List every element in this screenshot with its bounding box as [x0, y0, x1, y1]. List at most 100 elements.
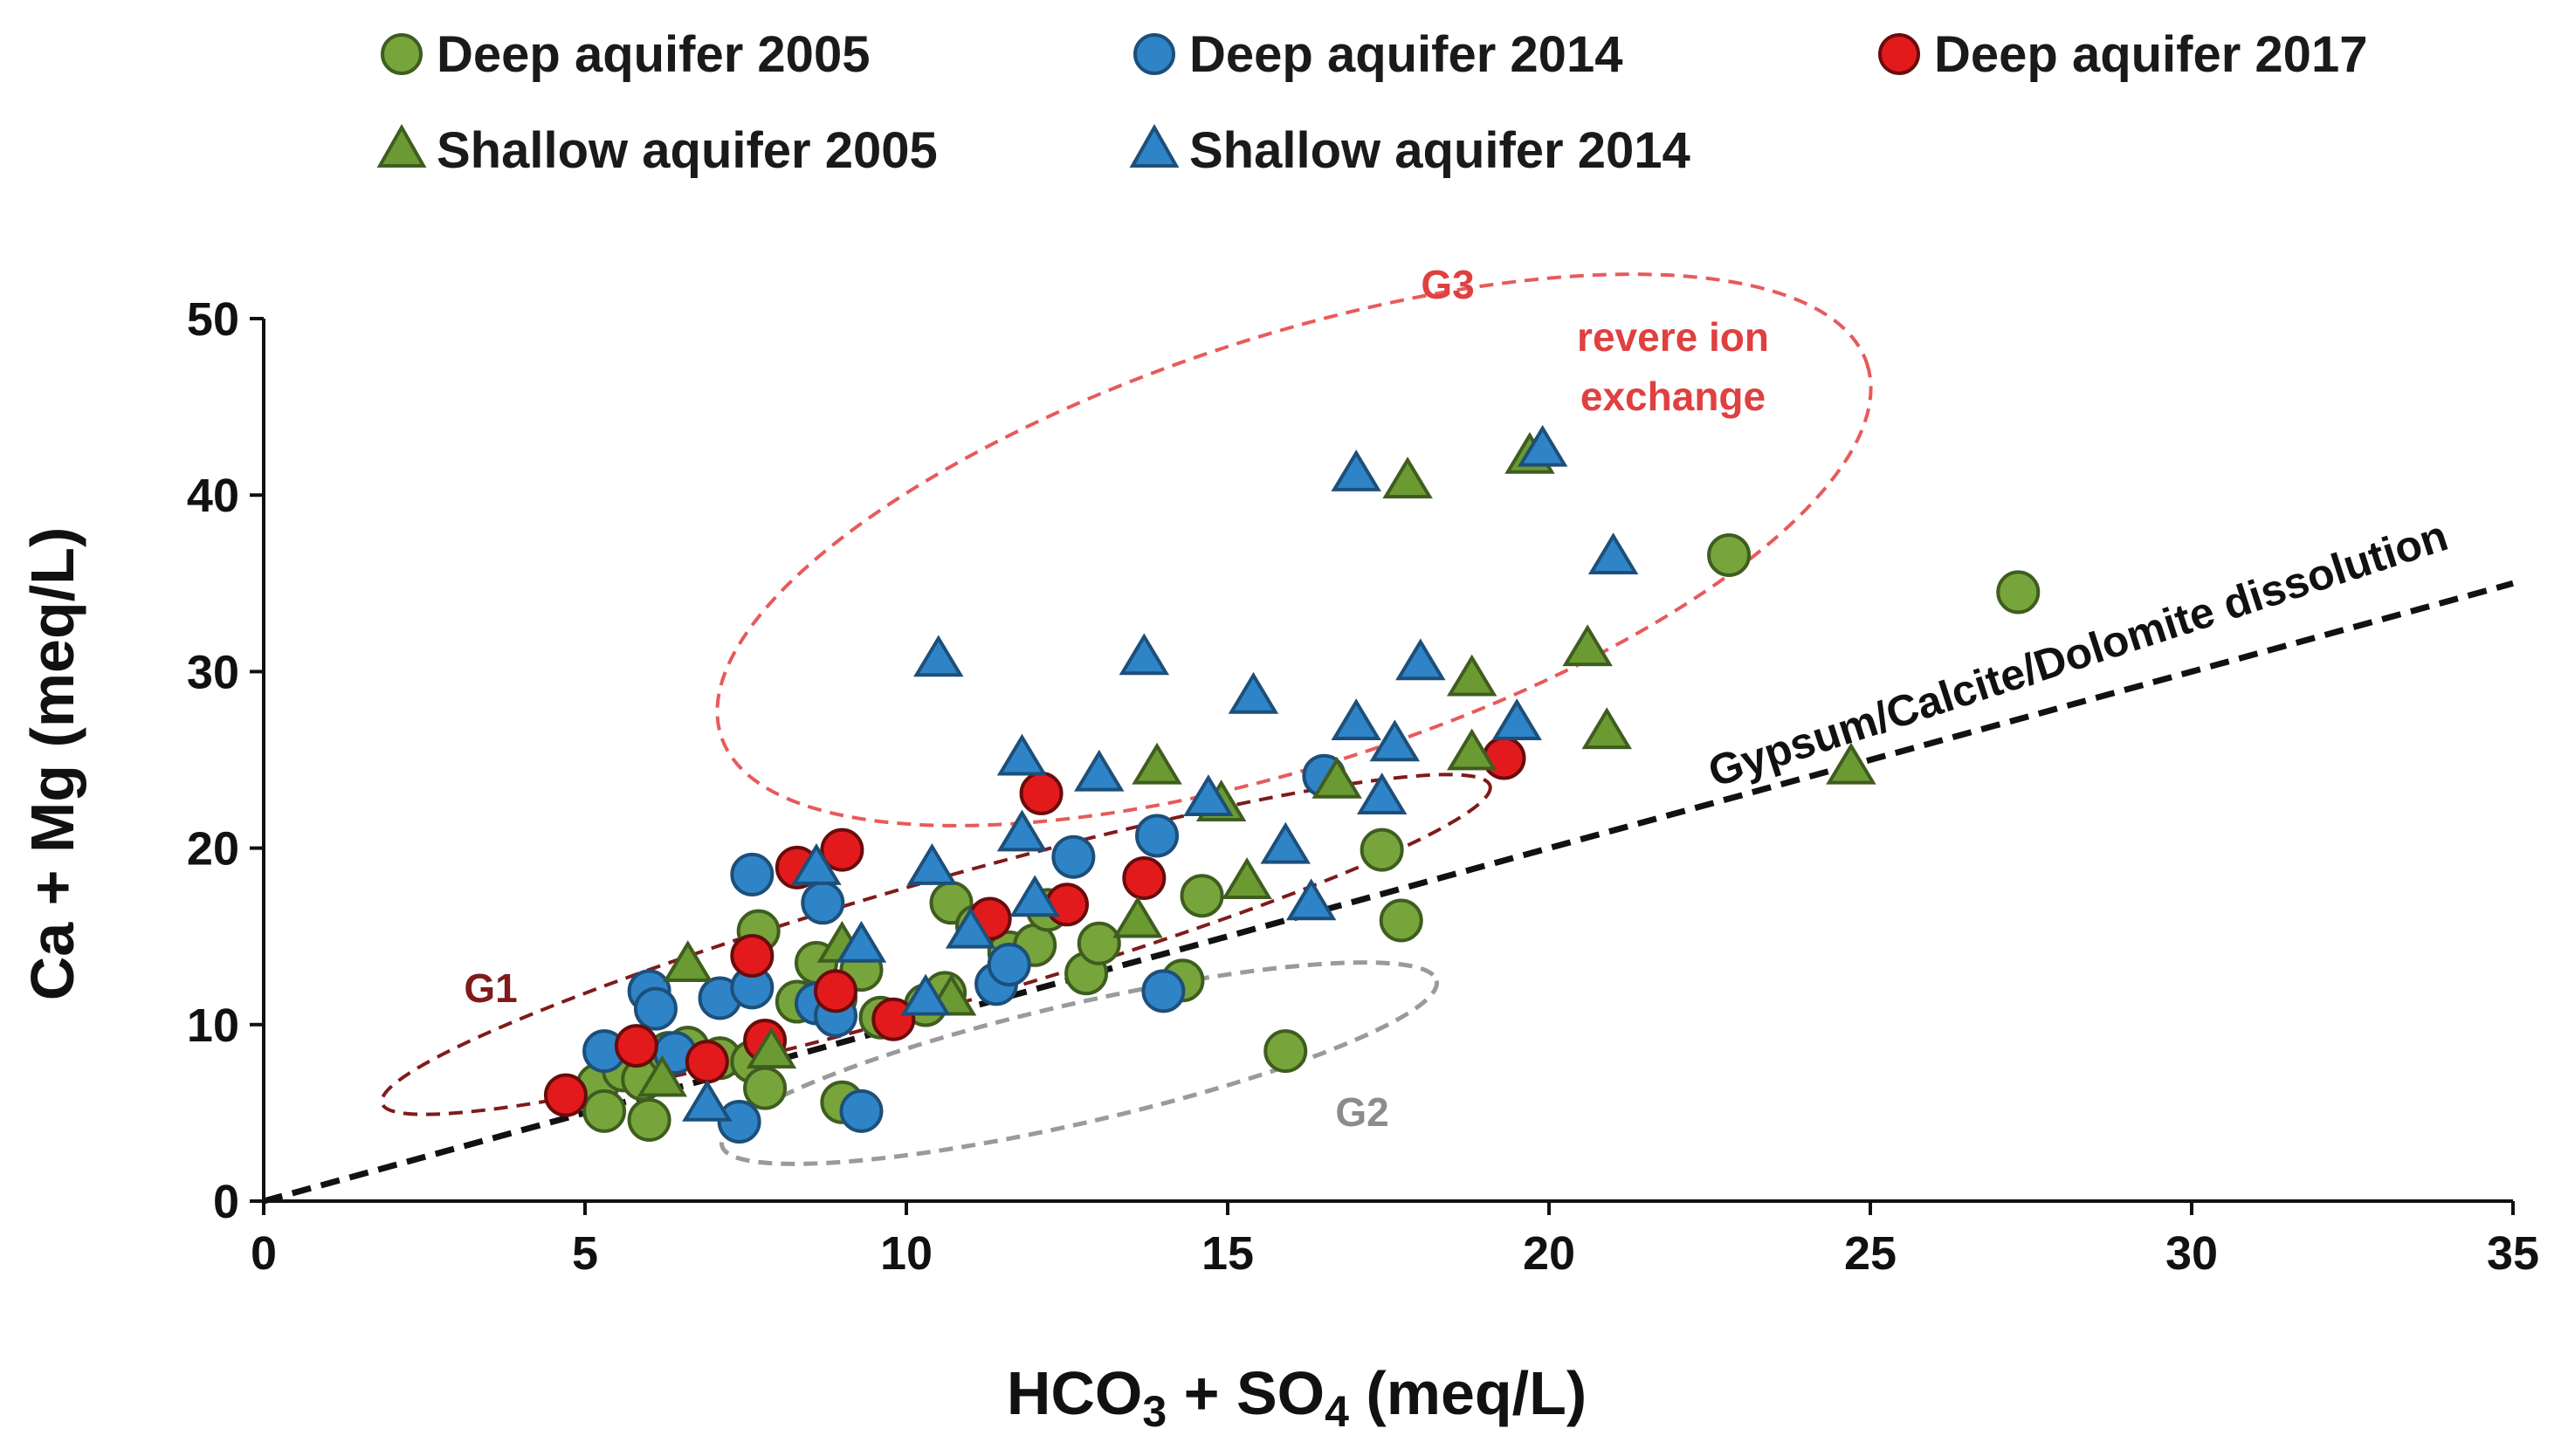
x-axis-title-sub2: 4: [1325, 1387, 1349, 1436]
data-point-circle: [1135, 814, 1180, 858]
data-point-triangle: [1119, 633, 1170, 676]
data-point-triangle: [900, 973, 951, 1016]
data-point-triangle: [1562, 624, 1613, 667]
data-point-circle: [801, 881, 845, 925]
legend-item-deep-2014: Deep aquifer 2014: [1133, 26, 1622, 83]
data-point-circle: [582, 1089, 627, 1133]
legend-label-deep-2017: Deep aquifer 2017: [1934, 26, 2367, 83]
y-tick-label: 40: [187, 470, 239, 522]
reference-line-label: Gypsum/Calcite/Dolomite dissolution: [1703, 511, 2454, 796]
x-tick-label: 5: [572, 1227, 598, 1280]
data-point-triangle: [791, 842, 842, 885]
legend: Deep aquifer 2005 Deep aquifer 2014 Deep…: [376, 26, 2367, 179]
data-point-triangle: [1074, 749, 1125, 792]
legend-label-shallow-2014: Shallow aquifer 2014: [1189, 122, 1690, 179]
data-point-circle: [1051, 834, 1096, 879]
y-axis-title: Ca + Mg (meq/L): [18, 527, 86, 1001]
data-point-circle: [730, 933, 775, 978]
axes: 0 5 10 15 20 25 30 35 0 10 20 30 40 50: [187, 293, 2539, 1280]
data-point-circle: [543, 1073, 588, 1117]
data-point-triangle: [746, 1027, 797, 1069]
x-tick-label: 10: [880, 1227, 933, 1280]
data-point-circle: [743, 1066, 788, 1110]
data-point-circle: [1077, 921, 1121, 965]
legend-marker-shallow-2014: [1129, 123, 1180, 168]
data-point-triangle: [1285, 878, 1337, 921]
data-point-circle: [627, 1097, 671, 1142]
y-tick-label: 20: [187, 823, 239, 876]
x-axis-title-part3: (meq/L): [1349, 1359, 1587, 1427]
data-point-triangle: [1312, 756, 1362, 799]
data-point-triangle: [1228, 671, 1279, 714]
g3-desc-line1: revere ion: [1577, 314, 1769, 360]
legend-marker-deep-2017: [1878, 33, 1920, 75]
data-point-triangle: [682, 1079, 733, 1122]
x-tick-label: 0: [251, 1227, 277, 1280]
data-point-triangle: [1132, 742, 1182, 785]
x-axis-title: HCO3 + SO4 (meq/L): [1007, 1359, 1587, 1436]
data-point-circle: [730, 852, 775, 896]
data-point-triangle: [996, 733, 1048, 776]
x-tick-label: 20: [1523, 1227, 1575, 1280]
data-point-triangle: [1222, 857, 1272, 900]
data-point-triangle: [1356, 773, 1408, 814]
legend-marker-deep-2014: [1133, 33, 1175, 75]
data-point-triangle: [1009, 875, 1060, 917]
g3-desc-line2: exchange: [1580, 374, 1766, 419]
legend-marker-shallow-2005: [376, 123, 427, 168]
data-point-triangle: [1587, 532, 1639, 574]
data-point-triangle: [945, 906, 996, 949]
x-tick-label: 35: [2487, 1227, 2539, 1280]
data-point-circle: [717, 1100, 761, 1144]
data-point-circle: [1996, 570, 2041, 615]
data-point-triangle: [1446, 728, 1497, 771]
data-point-circle: [1019, 771, 1064, 815]
data-points: [543, 424, 2041, 1144]
data-point-circle: [820, 828, 864, 872]
y-tick-label: 50: [187, 293, 239, 346]
legend-item-shallow-2014: Shallow aquifer 2014: [1129, 122, 1690, 179]
data-point-triangle: [1826, 742, 1876, 785]
data-point-circle: [1360, 828, 1404, 872]
data-point-circle: [1045, 883, 1089, 927]
g2-ellipse: [719, 960, 1440, 1166]
legend-item-deep-2005: Deep aquifer 2005: [381, 26, 870, 83]
data-point-circle: [633, 986, 678, 1031]
series-3: [637, 431, 1876, 1097]
series-0: [575, 532, 2041, 1142]
legend-marker-deep-2005: [381, 33, 423, 75]
series-4: [682, 424, 1639, 1122]
data-point-triangle: [663, 940, 713, 983]
data-point-triangle: [996, 809, 1048, 852]
data-point-triangle: [1112, 896, 1163, 938]
data-point-triangle: [1183, 774, 1234, 816]
data-point-triangle: [1331, 698, 1381, 741]
legend-label-deep-2014: Deep aquifer 2014: [1189, 26, 1622, 83]
x-ticks: 0 5 10 15 20 25 30 35: [251, 1201, 2539, 1280]
data-point-triangle: [1260, 821, 1311, 864]
g3-label: G3: [1421, 262, 1474, 307]
x-tick-label: 25: [1844, 1227, 1897, 1280]
data-point-circle: [614, 1024, 658, 1068]
x-tick-label: 30: [2165, 1227, 2218, 1280]
data-point-circle: [987, 943, 1031, 987]
data-point-triangle: [1446, 654, 1497, 697]
data-point-triangle: [1331, 450, 1381, 491]
data-point-triangle: [906, 842, 958, 885]
g2-label: G2: [1335, 1089, 1388, 1135]
x-axis-title-part2: + SO: [1167, 1359, 1325, 1427]
legend-item-shallow-2005: Shallow aquifer 2005: [376, 122, 938, 179]
data-point-circle: [1482, 736, 1526, 780]
data-point-triangle: [1517, 424, 1568, 467]
g3-ellipse: [715, 272, 1873, 828]
legend-label-shallow-2005: Shallow aquifer 2005: [437, 122, 938, 179]
y-ticks: 0 10 20 30 40 50: [187, 293, 264, 1228]
y-tick-label: 30: [187, 646, 239, 698]
x-axis-title-sub1: 3: [1142, 1387, 1167, 1436]
data-point-circle: [1122, 855, 1167, 900]
data-point-triangle: [637, 1054, 688, 1097]
data-point-triangle: [1491, 698, 1542, 741]
data-point-circle: [1263, 1029, 1308, 1074]
data-point-triangle: [1369, 719, 1421, 762]
data-point-circle: [871, 997, 916, 1041]
